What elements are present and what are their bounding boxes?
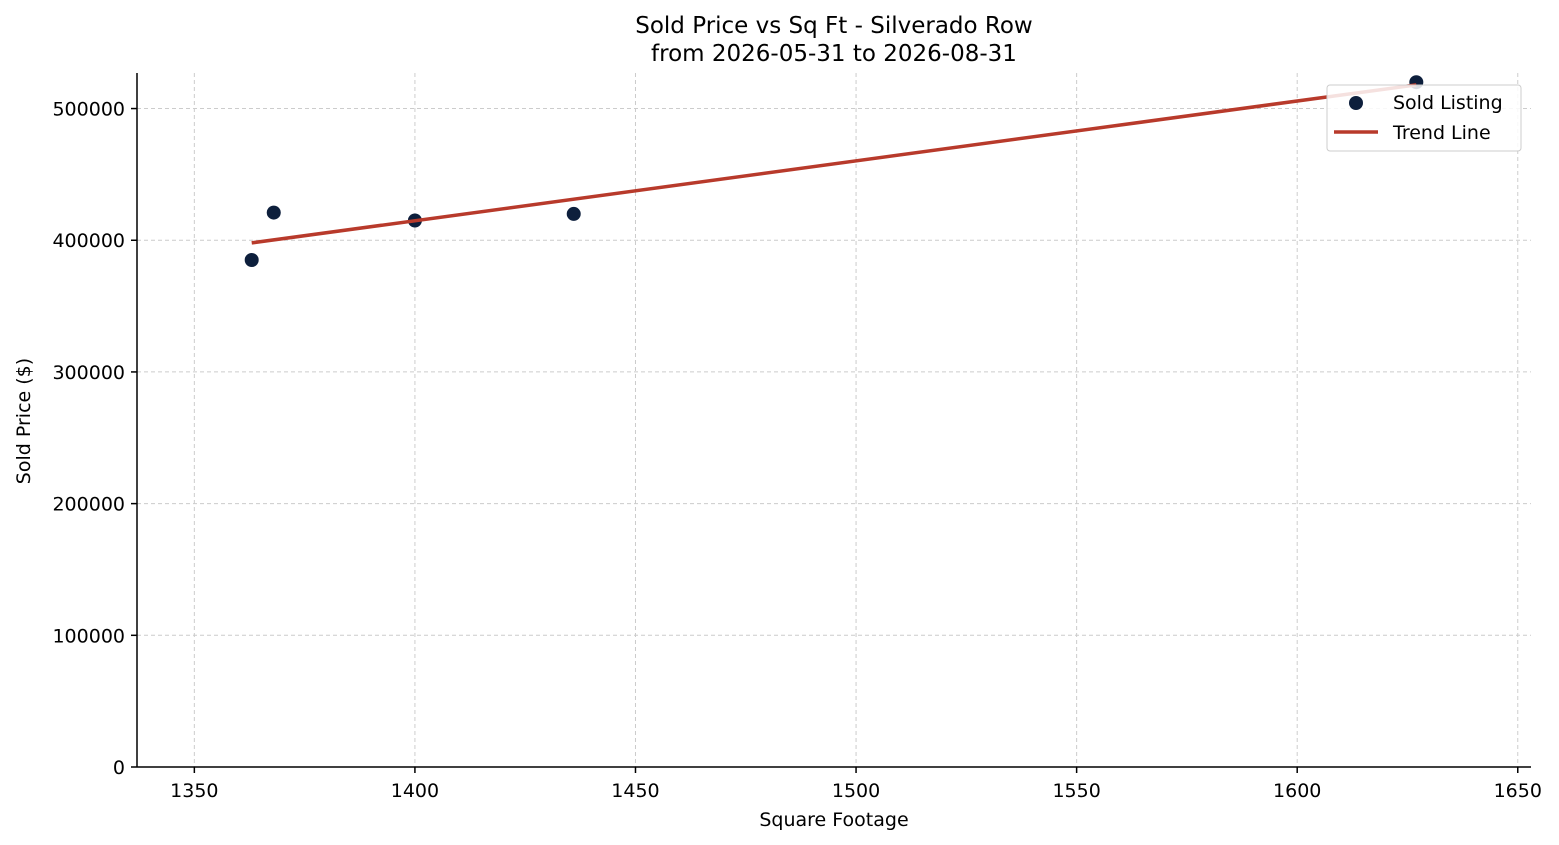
chart-title: Sold Price vs Sq Ft - Silverado Row bbox=[635, 13, 1032, 39]
x-tick-label: 1550 bbox=[1052, 780, 1100, 802]
data-point bbox=[244, 252, 259, 267]
trend-line bbox=[251, 83, 1417, 245]
x-tick-label: 1650 bbox=[1494, 780, 1542, 802]
legend-label-trend-line: Trend Line bbox=[1392, 122, 1491, 144]
series-layer bbox=[244, 75, 1424, 267]
data-point bbox=[266, 205, 281, 220]
y-tick-label: 200000 bbox=[52, 494, 125, 516]
data-point bbox=[566, 206, 581, 221]
legend-marker-sold-listing bbox=[1349, 96, 1363, 110]
legend-label-sold-listing: Sold Listing bbox=[1393, 92, 1503, 114]
y-axis-label: Sold Price ($) bbox=[13, 358, 35, 484]
x-tick-label: 1400 bbox=[391, 780, 439, 802]
y-tick-label: 300000 bbox=[52, 362, 125, 384]
x-axis-label: Square Footage bbox=[759, 809, 908, 831]
x-tick-label: 1600 bbox=[1273, 780, 1321, 802]
x-tick-label: 1500 bbox=[832, 780, 880, 802]
legend: Sold Listing Trend Line bbox=[1326, 84, 1522, 152]
y-tick-label: 100000 bbox=[52, 625, 125, 647]
y-ticks: 0 100000 200000 300000 400000 500000 bbox=[52, 99, 137, 779]
x-tick-label: 1350 bbox=[170, 780, 218, 802]
x-ticks: 1350 1400 1450 1500 1550 1600 1650 bbox=[170, 767, 1542, 802]
y-tick-label: 400000 bbox=[52, 230, 125, 252]
grid bbox=[137, 73, 1531, 768]
y-tick-label: 500000 bbox=[52, 99, 125, 121]
axes bbox=[136, 73, 1531, 768]
y-tick-label: 0 bbox=[113, 757, 125, 779]
chart-subtitle: from 2026-05-31 to 2026-08-31 bbox=[651, 41, 1017, 67]
x-tick-label: 1450 bbox=[611, 780, 659, 802]
legend-box bbox=[1326, 84, 1522, 152]
